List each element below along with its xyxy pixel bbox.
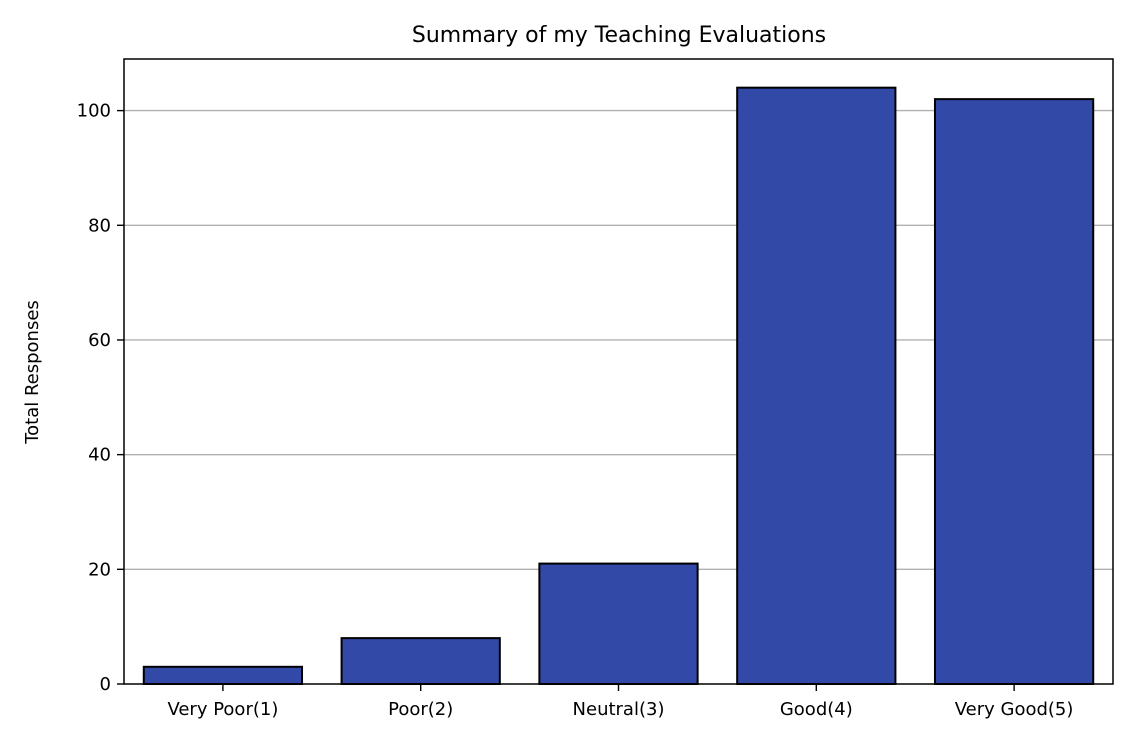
bar-good-4	[736, 86, 897, 685]
y-tick-label: 80	[88, 215, 111, 236]
y-axis-ticks: 0 20 40 60 80 100	[77, 101, 124, 695]
x-axis-ticks: Very Poor(1) Poor(2) Neutral(3) Good(4) Very…	[167, 684, 1073, 720]
y-tick-label: 20	[88, 559, 111, 580]
y-tick-label: 60	[88, 330, 111, 351]
x-tick-label: Poor(2)	[388, 699, 453, 720]
y-tick-label: 0	[100, 674, 111, 695]
x-tick-label: Good(4)	[780, 699, 853, 720]
x-tick-label: Very Poor(1)	[167, 699, 278, 720]
bar-very-poor-1	[142, 665, 304, 685]
y-axis-label: Total Responses	[22, 300, 43, 445]
bar-neutral-3	[538, 562, 699, 685]
y-tick-label: 100	[77, 101, 111, 122]
y-tick-label: 40	[88, 445, 111, 466]
bar-poor-2	[340, 637, 501, 685]
chart-title: Summary of my Teaching Evaluations	[412, 23, 826, 48]
bar-very-good-5	[933, 98, 1095, 685]
x-tick-label: Very Good(5)	[955, 699, 1074, 720]
bars	[142, 86, 1095, 685]
x-tick-label: Neutral(3)	[573, 699, 665, 720]
